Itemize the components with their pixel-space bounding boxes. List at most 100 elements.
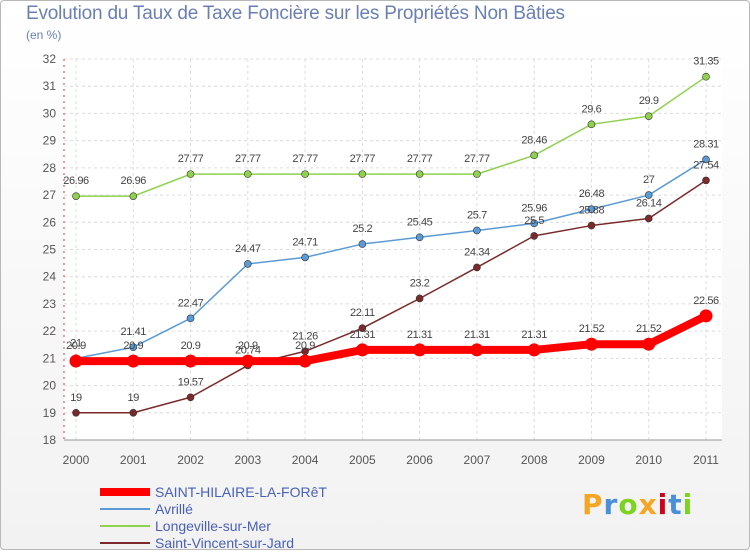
data-label: 21.31 <box>464 329 490 341</box>
legend-swatch <box>100 542 150 544</box>
legend-label: Longeville-sur-Mer <box>155 518 271 534</box>
y-tick-label: 23 <box>43 297 57 311</box>
data-label: 27.77 <box>464 153 490 165</box>
logo-letter: r <box>603 488 619 521</box>
legend-label: SAINT-HILAIRE-LA-FORêT <box>155 484 327 500</box>
data-point <box>186 170 195 178</box>
data-point <box>126 354 140 368</box>
data-label: 21.26 <box>292 330 318 342</box>
x-tick-label: 2009 <box>578 453 605 467</box>
data-label: 25.5 <box>524 215 544 227</box>
data-point <box>301 170 309 178</box>
data-point <box>530 232 538 240</box>
data-label: 25.45 <box>407 216 433 228</box>
data-point <box>702 176 710 185</box>
data-label: 21.52 <box>579 323 605 335</box>
logo-letter: i <box>657 488 669 521</box>
data-point <box>699 309 713 323</box>
data-label: 25.7 <box>467 209 487 221</box>
data-label: 20.74 <box>235 344 261 356</box>
x-tick-label: 2000 <box>63 453 90 467</box>
legend-label: Saint-Vincent-sur-Jard <box>155 535 295 551</box>
data-point <box>415 233 424 242</box>
data-point <box>530 151 538 160</box>
data-label: 20.9 <box>181 340 201 352</box>
data-point <box>702 72 710 81</box>
proxiti-logo: Proxiti <box>582 488 693 521</box>
data-label: 25.2 <box>352 223 372 235</box>
y-tick-label: 28 <box>43 161 57 175</box>
data-point <box>358 324 367 332</box>
data-point <box>184 354 198 368</box>
data-label: 29.6 <box>582 103 602 115</box>
data-point <box>355 343 369 357</box>
data-point <box>69 354 83 368</box>
logo-letter: o <box>618 488 639 521</box>
data-label: 29.9 <box>639 95 659 107</box>
data-point <box>644 112 653 120</box>
series-line <box>75 179 707 414</box>
y-tick-label: 31 <box>43 79 57 93</box>
legend-label: Avrillé <box>155 501 193 517</box>
data-label: 24.47 <box>235 243 261 255</box>
data-point <box>702 155 710 164</box>
data-point <box>415 294 424 303</box>
data-point <box>129 408 138 417</box>
data-label: 27.77 <box>235 153 261 165</box>
y-axis-unit-label: (en %) <box>26 28 62 42</box>
data-point <box>587 221 596 230</box>
data-label: 31.35 <box>693 56 719 68</box>
data-point <box>129 343 138 351</box>
data-label: 27.77 <box>178 153 204 165</box>
data-label: 25.88 <box>579 205 605 217</box>
y-tick-label: 24 <box>43 270 57 284</box>
series-line <box>72 311 710 366</box>
y-tick-label: 18 <box>43 433 57 447</box>
data-label: 19.57 <box>178 376 204 388</box>
data-label: 28.31 <box>693 138 719 150</box>
data-point <box>644 191 653 199</box>
data-point <box>413 343 427 357</box>
data-point <box>301 253 309 262</box>
x-tick-label: 2004 <box>292 453 319 467</box>
y-tick-label: 29 <box>43 134 57 148</box>
data-point <box>244 260 252 268</box>
x-tick-label: 2003 <box>234 453 261 467</box>
y-tick-label: 32 <box>43 52 57 66</box>
data-label: 21.41 <box>121 326 147 338</box>
x-tick-label: 2007 <box>464 453 491 467</box>
legend-swatch <box>100 525 150 527</box>
legend-swatch <box>100 508 150 510</box>
x-tick-label: 2001 <box>120 453 147 467</box>
series-line <box>75 158 707 360</box>
data-label: 27.77 <box>407 153 433 165</box>
data-label: 27.77 <box>292 153 318 165</box>
data-point <box>358 170 367 178</box>
data-label: 20.9 <box>295 340 315 352</box>
data-point <box>470 343 484 357</box>
data-label: 22.56 <box>693 295 719 307</box>
logo-letter: x <box>638 488 658 521</box>
data-label: 24.71 <box>292 236 318 248</box>
y-tick-label: 30 <box>43 106 57 120</box>
series-line <box>75 75 707 197</box>
data-label: 25.96 <box>521 202 547 214</box>
data-point <box>530 219 538 228</box>
y-tick-label: 21 <box>43 351 57 365</box>
data-label: 26.96 <box>63 175 89 187</box>
data-label: 20.9 <box>66 340 86 352</box>
data-point <box>473 226 481 235</box>
data-label: 27.54 <box>693 159 719 171</box>
data-point <box>584 337 598 351</box>
y-tick-label: 27 <box>43 188 57 202</box>
y-tick-label: 22 <box>43 324 57 338</box>
data-point <box>587 205 596 214</box>
logo-letter: i <box>682 488 694 521</box>
data-point <box>642 337 656 351</box>
data-label: 21 <box>70 337 82 349</box>
data-label: 19 <box>128 392 140 404</box>
data-label: 19 <box>70 392 82 404</box>
data-point <box>358 240 367 248</box>
x-tick-label: 2010 <box>635 453 662 467</box>
